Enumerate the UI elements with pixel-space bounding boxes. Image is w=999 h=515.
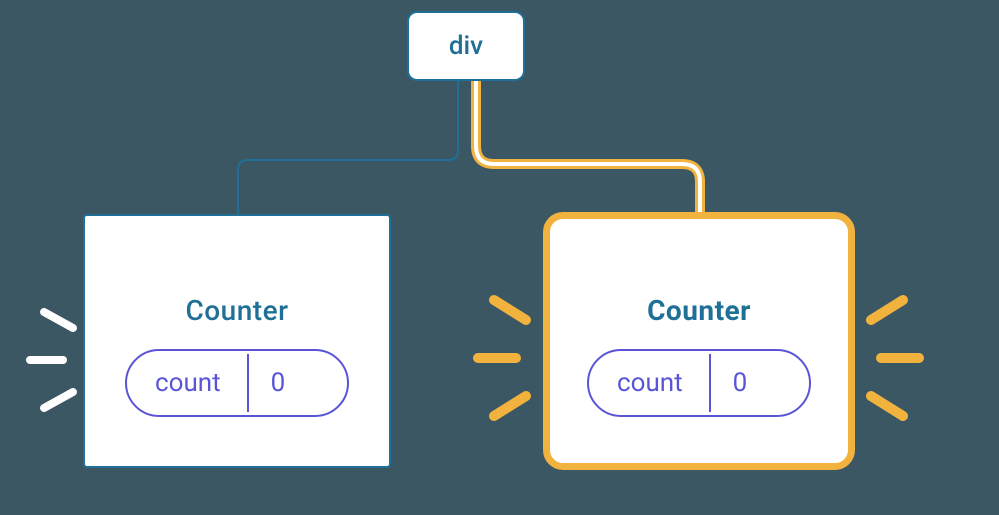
counter-node-right: Counter count 0 [543, 212, 855, 470]
counter-title-right: Counter [647, 294, 751, 327]
root-node-label: div [449, 31, 483, 61]
edge-left [238, 81, 458, 214]
state-value-left: 0 [249, 354, 312, 412]
state-value-right: 0 [711, 354, 774, 412]
tree-diagram: div Counter count 0 Counter count 0 [0, 0, 999, 515]
state-label-left: count [127, 354, 249, 412]
root-node-div: div [407, 11, 525, 81]
state-label-right: count [589, 354, 711, 412]
counter-title-left: Counter [185, 294, 288, 327]
state-pill-left: count 0 [125, 349, 349, 417]
edge-right-outer [476, 81, 700, 212]
state-pill-right: count 0 [587, 349, 811, 417]
edge-right-inner [476, 81, 700, 212]
counter-node-left: Counter count 0 [83, 214, 391, 468]
